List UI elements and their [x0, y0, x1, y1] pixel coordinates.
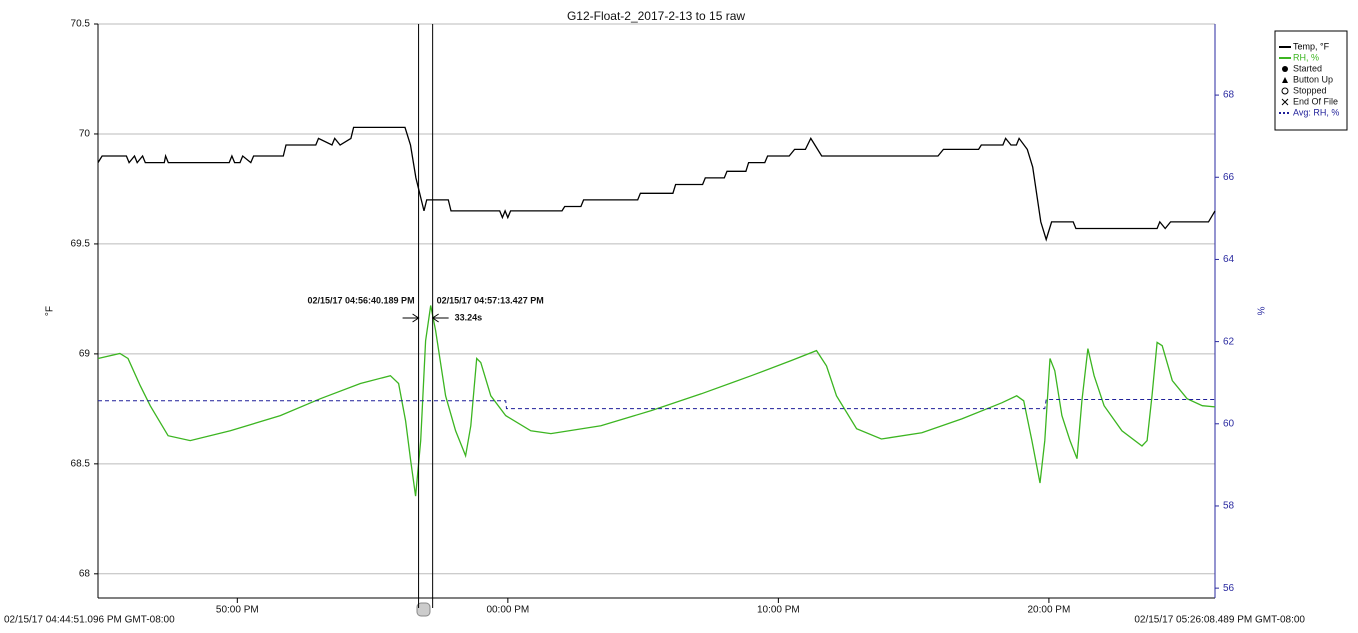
y-tick-label: 70.5 [71, 19, 91, 30]
legend-label: End Of File [1293, 96, 1338, 106]
y-tick-label: 68.5 [71, 458, 91, 469]
y2-tick-label: 56 [1223, 583, 1235, 594]
legend-label: Stopped [1293, 85, 1327, 95]
y2-axis-label: % [1254, 307, 1265, 316]
series-line [98, 399, 1215, 410]
y-tick-label: 68 [79, 568, 91, 579]
y-tick-label: 70 [79, 129, 91, 140]
legend-symbol [1281, 87, 1289, 95]
cursor-label: 02/15/17 04:57:13.427 PM [437, 295, 544, 305]
cursor-arrow [431, 313, 449, 323]
chart-title: G12-Float-2_2017-2-13 to 15 raw [567, 9, 745, 23]
legend-symbol [1282, 66, 1288, 72]
legend-symbol [1282, 77, 1288, 83]
cursor-label: 02/15/17 04:56:40.189 PM [307, 295, 414, 305]
cursor-arrow [402, 313, 420, 323]
legend-label: Button Up [1293, 74, 1333, 84]
legend-symbol [1281, 98, 1289, 106]
series-line [97, 126, 1216, 242]
legend-label: Started [1293, 63, 1322, 73]
legend-label: RH, % [1293, 52, 1319, 62]
cursor-delta: 33.24s [455, 312, 483, 322]
y2-tick-label: 62 [1223, 336, 1235, 347]
y2-tick-label: 66 [1223, 172, 1235, 183]
legend-label: Temp, °F [1293, 41, 1330, 51]
x-tick-label: 10:00 PM [757, 605, 800, 616]
y2-tick-label: 64 [1223, 254, 1235, 265]
series-line [97, 305, 1216, 497]
y-tick-label: 69 [79, 349, 91, 360]
x-tick-label: 00:00 PM [486, 605, 529, 616]
y2-tick-label: 68 [1223, 90, 1235, 101]
x-tick-label: 50:00 PM [216, 605, 259, 616]
x-tick-label: 20:00 PM [1027, 605, 1070, 616]
y-axis-label: °F [45, 306, 56, 316]
start-time-label: 02/15/17 04:44:51.096 PM GMT-08:00 [4, 615, 175, 626]
y2-tick-label: 58 [1223, 501, 1235, 512]
end-time-label: 02/15/17 05:26:08.489 PM GMT-08:00 [1134, 615, 1305, 626]
y-tick-label: 69.5 [71, 239, 91, 250]
y2-tick-label: 60 [1223, 418, 1235, 429]
scroll-handle[interactable] [416, 602, 431, 617]
legend-label: Avg: RH, % [1293, 107, 1339, 117]
